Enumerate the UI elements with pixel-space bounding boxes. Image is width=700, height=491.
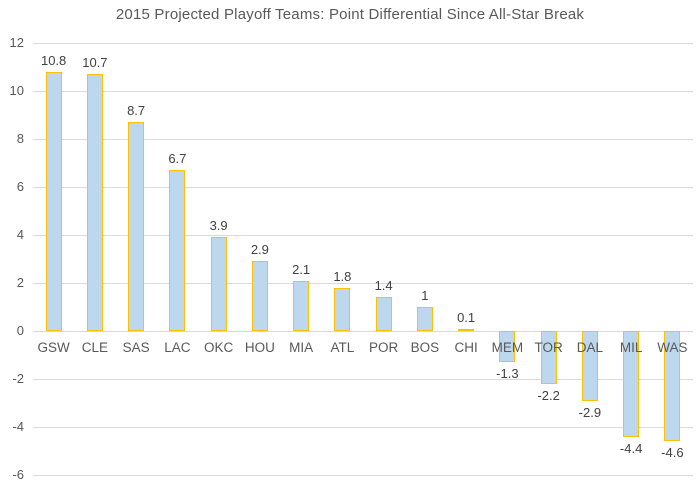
x-axis-label: CHI (454, 340, 478, 355)
bar-value-label: -2.9 (578, 404, 602, 420)
bar-value-label: -1.3 (496, 366, 519, 382)
bar (210, 237, 227, 331)
bar (664, 331, 681, 442)
bar (45, 71, 62, 331)
y-axis-tick-label: -4 (12, 419, 24, 434)
bar-value-label: 1.4 (374, 278, 393, 294)
bar-value-label: 10.8 (40, 52, 67, 68)
x-axis-label: MEM (491, 340, 524, 355)
gridline (33, 282, 693, 284)
bar (334, 287, 351, 331)
x-axis-label: DAL (576, 340, 603, 355)
y-axis-tick-label: 6 (16, 179, 24, 194)
bar (581, 331, 598, 401)
x-axis-label: ATL (330, 340, 355, 355)
bar (251, 261, 268, 331)
chart-title: 2015 Projected Playoff Teams: Point Diff… (115, 6, 585, 23)
y-axis-tick-label: -6 (12, 467, 24, 482)
bar (416, 307, 433, 331)
gridline (33, 42, 693, 44)
x-axis-label: CLE (81, 340, 108, 355)
y-axis-tick-label: 10 (9, 83, 24, 98)
x-axis-label: HOU (244, 340, 275, 355)
bar-value-label: 3.9 (209, 218, 228, 234)
bar (169, 170, 186, 331)
gridline (33, 474, 693, 476)
bar (86, 74, 103, 331)
x-axis-label: TOR (534, 340, 563, 355)
y-axis-tick-label: -2 (12, 371, 24, 386)
bar-value-label: 10.7 (82, 55, 108, 71)
bar-value-label: 2.1 (292, 261, 311, 277)
bar-value-label: -4.4 (619, 440, 643, 456)
gridline (33, 90, 693, 92)
y-axis-tick-label: 8 (16, 131, 24, 146)
x-axis-label: POR (368, 340, 399, 355)
bar (458, 328, 475, 331)
x-axis-label: MIA (289, 340, 314, 355)
bar-value-label: 8.7 (127, 103, 146, 119)
x-axis-line (33, 330, 693, 332)
x-axis-label: BOS (410, 340, 440, 355)
bar-value-label: 2.9 (250, 242, 269, 258)
y-axis-tick-label: 12 (9, 35, 24, 50)
bar-value-label: 1 (421, 288, 429, 303)
x-axis-label: OKC (203, 340, 234, 355)
bar-value-label: -4.6 (661, 445, 684, 461)
bar-value-label: 0.1 (457, 309, 476, 325)
bar (540, 331, 557, 384)
bar (293, 280, 310, 331)
x-axis-label: WAS (657, 340, 688, 355)
x-axis-label: MIL (619, 340, 643, 355)
gridline (33, 426, 693, 428)
bar (128, 122, 145, 331)
y-axis-tick-label: 2 (16, 275, 24, 290)
y-axis-tick-label: 4 (16, 227, 24, 242)
bar (375, 297, 392, 331)
x-axis-label: LAC (164, 340, 191, 355)
gridline (33, 138, 693, 140)
gridline (33, 186, 693, 188)
gridline (33, 234, 693, 236)
x-axis-label: SAS (122, 340, 150, 355)
bar-value-label: 1.8 (333, 268, 352, 284)
bar-value-label: -2.2 (537, 387, 560, 403)
gridline (33, 378, 693, 380)
bar (499, 331, 516, 363)
bar-value-label: 6.7 (168, 151, 187, 167)
x-axis-label: GSW (37, 340, 70, 355)
bar (623, 331, 640, 437)
y-axis-tick-label: 0 (16, 323, 24, 338)
